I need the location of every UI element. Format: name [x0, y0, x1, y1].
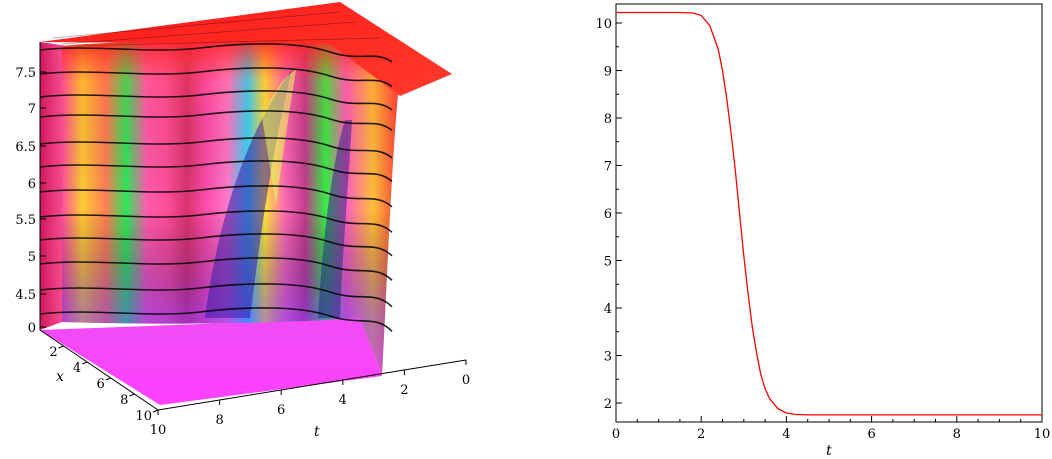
x-tick-mark [82, 361, 88, 365]
surface-mesh-line [61, 21, 356, 45]
t-axis-title: t [314, 424, 320, 440]
t-tick-label: 4 [339, 393, 347, 408]
series-line [616, 11, 1042, 416]
x-axis-title: t [826, 443, 832, 459]
surface-dip-2 [318, 120, 352, 318]
x-tick-label: 6 [97, 377, 105, 392]
t-axis-line [157, 359, 467, 411]
x-tick-label: 2 [697, 427, 705, 442]
surface-mesh-line [39, 110, 393, 131]
x-axis-title: x [56, 369, 64, 385]
surface-mesh-line [39, 67, 393, 88]
surface-mesh-line [39, 185, 393, 208]
z-tick-label: 7.5 [15, 66, 36, 81]
surface-mesh-line [39, 137, 393, 159]
t-tick-label: 10 [150, 423, 167, 438]
z-axis-ticks: 0 4.5 5 5.5 6 6.5 7 7.5 [15, 66, 46, 336]
t-tick-label: 0 [462, 373, 470, 388]
surface-floor [40, 318, 382, 405]
x-tick-label: 8 [120, 393, 128, 408]
z-tick-label: 0 [28, 321, 36, 336]
y-tick-label: 7 [604, 160, 612, 175]
surface-top [40, 2, 452, 96]
y-tick-label: 10 [595, 17, 612, 32]
surface-axes [39, 42, 467, 411]
y-tick-label: 8 [604, 112, 612, 127]
surface-mesh-line [39, 90, 393, 111]
x-tick-label: 4 [73, 361, 81, 376]
z-tick-label: 6.5 [15, 140, 36, 155]
surface-mesh-line [39, 283, 393, 308]
y-tick-label: 3 [604, 350, 612, 365]
z-tick-label: 4.5 [15, 288, 36, 303]
x-tick-label: 2 [49, 345, 57, 360]
x-tick-mark [129, 393, 135, 397]
surface-mesh-line [39, 233, 393, 257]
x-tick-label: 10 [1034, 427, 1051, 442]
y-tick-label: 9 [604, 65, 612, 80]
x-tick-label: 8 [953, 427, 961, 442]
x-tick-mark [152, 409, 159, 413]
surface-mesh-line [39, 43, 393, 63]
z-tick-label: 6 [28, 177, 36, 192]
surface-left-face [40, 42, 68, 330]
surface-mesh-line [39, 257, 393, 281]
x-tick-label: 4 [782, 427, 790, 442]
z-tick-label: 7 [28, 102, 36, 117]
plot-frame [615, 3, 1043, 423]
x-axis-ticks: 0 2 4 6 8 10 [612, 416, 1050, 442]
x-tick-mark [58, 345, 64, 349]
x-tick-mark [105, 377, 111, 381]
y-tick-label: 4 [604, 302, 612, 317]
y-tick-label: 2 [604, 397, 612, 412]
y-tick-label: 5 [604, 255, 612, 270]
surface-mesh [39, 11, 393, 332]
x-axis-line [39, 329, 159, 411]
z-tick-label: 5.5 [15, 213, 36, 228]
t-tick-label: 2 [400, 383, 408, 398]
t-tick-label: 6 [277, 403, 285, 418]
surface-mesh-line [39, 307, 393, 332]
y-tick-label: 6 [604, 207, 612, 222]
surface-mesh-line [51, 11, 341, 39]
t-tick-label: 8 [215, 413, 223, 428]
surface-mesh-line [39, 160, 393, 182]
y-axis-ticks: 2 3 4 5 6 7 8 9 10 [595, 17, 622, 412]
x-axis-ticks: 2 4 68 10 [49, 345, 159, 424]
surface-mesh-line [74, 37, 381, 47]
z-tick-label: 5 [28, 250, 36, 265]
x-tick-label: 0 [612, 427, 620, 442]
x-tick-label: 10 [135, 409, 152, 424]
t-axis-ticks: 10 8 6 4 2 0 [150, 360, 470, 438]
surface-mesh-line [39, 210, 393, 233]
x-tick-label: 6 [867, 427, 875, 442]
